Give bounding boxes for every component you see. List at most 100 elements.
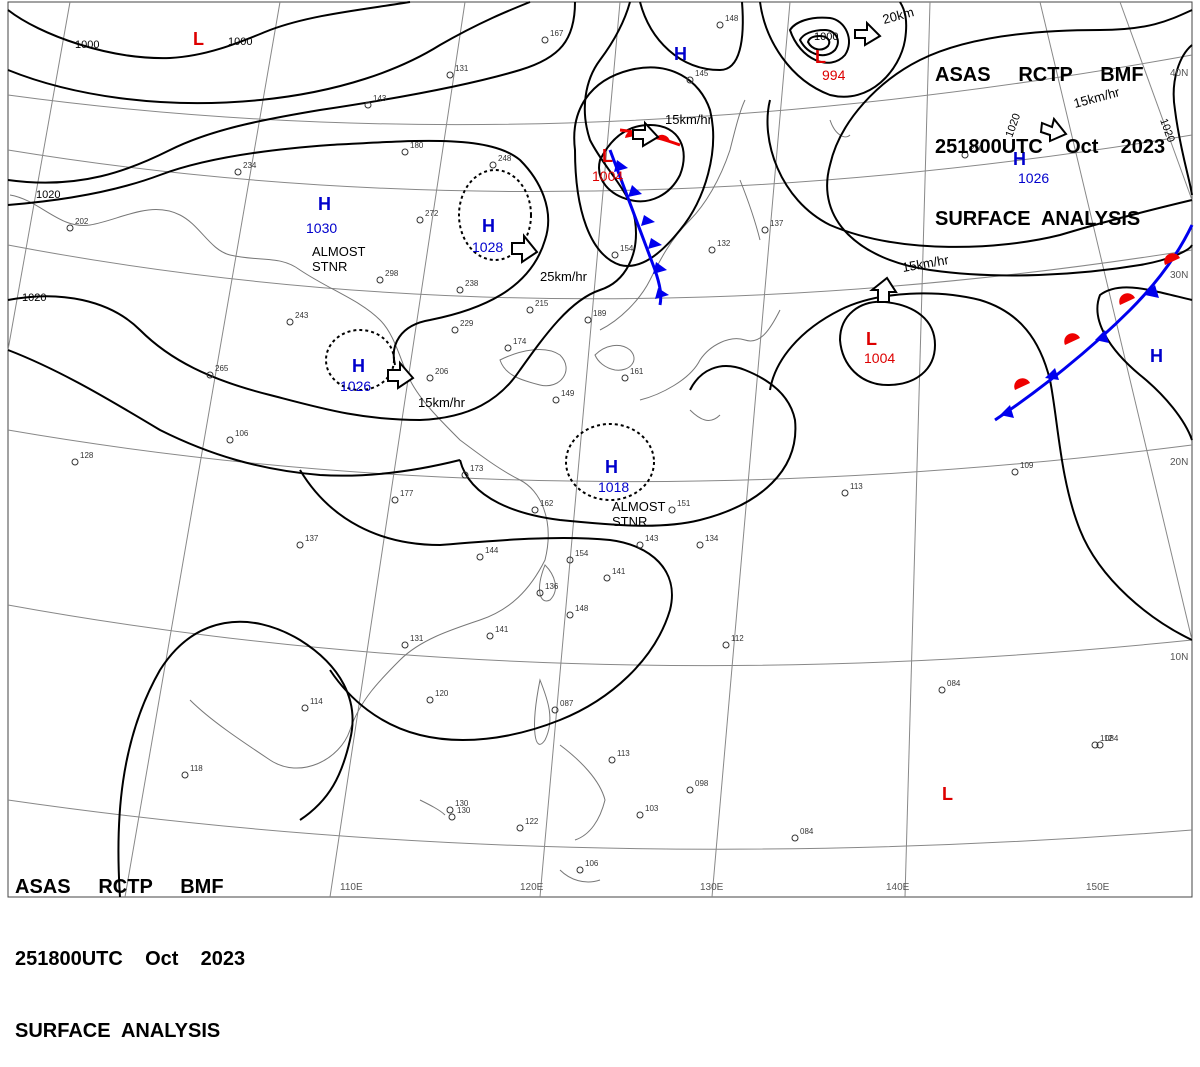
station-marker bbox=[486, 632, 494, 640]
svg-text:1000: 1000 bbox=[228, 36, 252, 48]
station-marker bbox=[551, 706, 559, 714]
station-marker bbox=[791, 834, 799, 842]
surface-analysis-map: 1000 1000 1020 1020 1020 1000 1020 40N 3… bbox=[7, 1, 1194, 898]
station-marker bbox=[636, 811, 644, 819]
station-marker bbox=[1011, 468, 1019, 476]
high-marker: H bbox=[605, 457, 618, 477]
station-marker bbox=[686, 76, 694, 84]
station-pressure: 202 bbox=[75, 217, 89, 226]
station-pressure: 112 bbox=[731, 634, 744, 643]
coastlines bbox=[9, 99, 851, 883]
station-pressure: 132 bbox=[717, 239, 731, 248]
station-pressure: 151 bbox=[677, 499, 691, 508]
station-marker bbox=[181, 771, 189, 779]
svg-text:1000: 1000 bbox=[814, 31, 838, 43]
station-pressure: 174 bbox=[513, 337, 527, 346]
station-pressure: 154 bbox=[620, 244, 634, 253]
station-marker bbox=[1091, 741, 1099, 749]
station-marker bbox=[531, 506, 539, 514]
station-pressure: 109 bbox=[1020, 461, 1034, 470]
station-marker bbox=[234, 168, 242, 176]
station-marker bbox=[668, 506, 676, 514]
station-pressure: 145 bbox=[695, 69, 709, 78]
station-pressure: 144 bbox=[485, 546, 499, 555]
station-marker bbox=[708, 246, 716, 254]
station-plots: 167 131 143 180 248 272 238 229 215 189 174 206 161 1… bbox=[66, 14, 1119, 874]
station-pressure: 141 bbox=[495, 625, 509, 634]
station-pressure: 167 bbox=[550, 29, 564, 38]
station-marker bbox=[686, 786, 694, 794]
high-marker: H bbox=[1013, 149, 1026, 169]
station-pressure: 103 bbox=[645, 804, 659, 813]
station-marker bbox=[286, 318, 294, 326]
notes: ALMOST STNR ALMOST STNR bbox=[312, 244, 666, 529]
longitude-lines bbox=[7, 1, 1193, 898]
station-marker bbox=[603, 574, 611, 582]
station-marker bbox=[401, 641, 409, 649]
station-pressure: 148 bbox=[575, 604, 589, 613]
station-pressure: 229 bbox=[460, 319, 474, 328]
station-pressure: 161 bbox=[630, 367, 644, 376]
station-marker bbox=[608, 756, 616, 764]
svg-text:110E: 110E bbox=[340, 882, 363, 893]
header-product: SURFACE ANALYSIS bbox=[935, 208, 1141, 230]
station-marker bbox=[566, 611, 574, 619]
station-marker bbox=[446, 71, 454, 79]
svg-text:15km/hr: 15km/hr bbox=[418, 395, 466, 410]
station-marker bbox=[426, 696, 434, 704]
header-station: ASAS RCTP BMF bbox=[15, 876, 224, 898]
dotted-high-contours bbox=[325, 169, 655, 501]
svg-text:20N: 20N bbox=[1170, 457, 1188, 468]
station-pressure: 134 bbox=[705, 534, 719, 543]
svg-text:150E: 150E bbox=[1086, 882, 1110, 893]
station-marker bbox=[526, 306, 534, 314]
low-marker: L bbox=[602, 146, 613, 166]
station-pressure: 136 bbox=[545, 582, 559, 591]
movement-arrows bbox=[387, 20, 1068, 390]
station-pressure: 130 bbox=[457, 806, 471, 815]
station-marker bbox=[226, 436, 234, 444]
station-pressure: 137 bbox=[305, 534, 319, 543]
station-pressure: 248 bbox=[498, 154, 512, 163]
station-pressure: 189 bbox=[593, 309, 607, 318]
station-marker bbox=[722, 641, 730, 649]
station-pressure: 243 bbox=[295, 311, 309, 320]
station-pressure: 238 bbox=[465, 279, 479, 288]
station-marker bbox=[636, 541, 644, 549]
high-pressure: 1030 bbox=[306, 220, 337, 236]
svg-text:1020: 1020 bbox=[22, 292, 46, 304]
high-marker: H bbox=[674, 44, 687, 64]
station-pressure: 215 bbox=[535, 299, 549, 308]
station-pressure: 087 bbox=[560, 699, 574, 708]
station-pressure: 206 bbox=[435, 367, 449, 376]
station-marker bbox=[206, 371, 214, 379]
station-marker bbox=[451, 326, 459, 334]
station-marker bbox=[841, 489, 849, 497]
station-pressure: 149 bbox=[561, 389, 575, 398]
station-marker bbox=[552, 396, 560, 404]
svg-text:130E: 130E bbox=[700, 882, 724, 893]
station-pressure: 114 bbox=[310, 697, 323, 706]
header-time: 251800UTC Oct 2023 bbox=[15, 948, 246, 970]
station-pressure: 143 bbox=[645, 534, 659, 543]
station-marker bbox=[696, 541, 704, 549]
station-marker bbox=[66, 224, 74, 232]
station-pressure: 098 bbox=[695, 779, 709, 788]
low-centers: L L 1004 L 994 L 1004 L bbox=[193, 29, 953, 804]
station-pressure: 131 bbox=[410, 634, 424, 643]
station-pressure: 173 bbox=[470, 464, 484, 473]
station-pressure: 148 bbox=[725, 14, 739, 23]
header-top: ASAS RCTP BMF 251800UTC Oct 2023 SURFACE… bbox=[935, 15, 1165, 255]
station-pressure: 272 bbox=[425, 209, 439, 218]
station-pressure: 265 bbox=[215, 364, 229, 373]
station-marker bbox=[71, 458, 79, 466]
low-pressure: 994 bbox=[822, 67, 846, 83]
note-almost-stnr: ALMOST STNR bbox=[612, 499, 666, 529]
front-east bbox=[994, 224, 1194, 422]
station-pressure: 234 bbox=[243, 161, 257, 170]
header-product: SURFACE ANALYSIS bbox=[15, 1020, 221, 1042]
svg-text:120E: 120E bbox=[520, 882, 544, 893]
high-pressure: 1026 bbox=[340, 378, 371, 394]
high-pressure: 1026 bbox=[1018, 170, 1049, 186]
station-marker bbox=[364, 101, 372, 109]
